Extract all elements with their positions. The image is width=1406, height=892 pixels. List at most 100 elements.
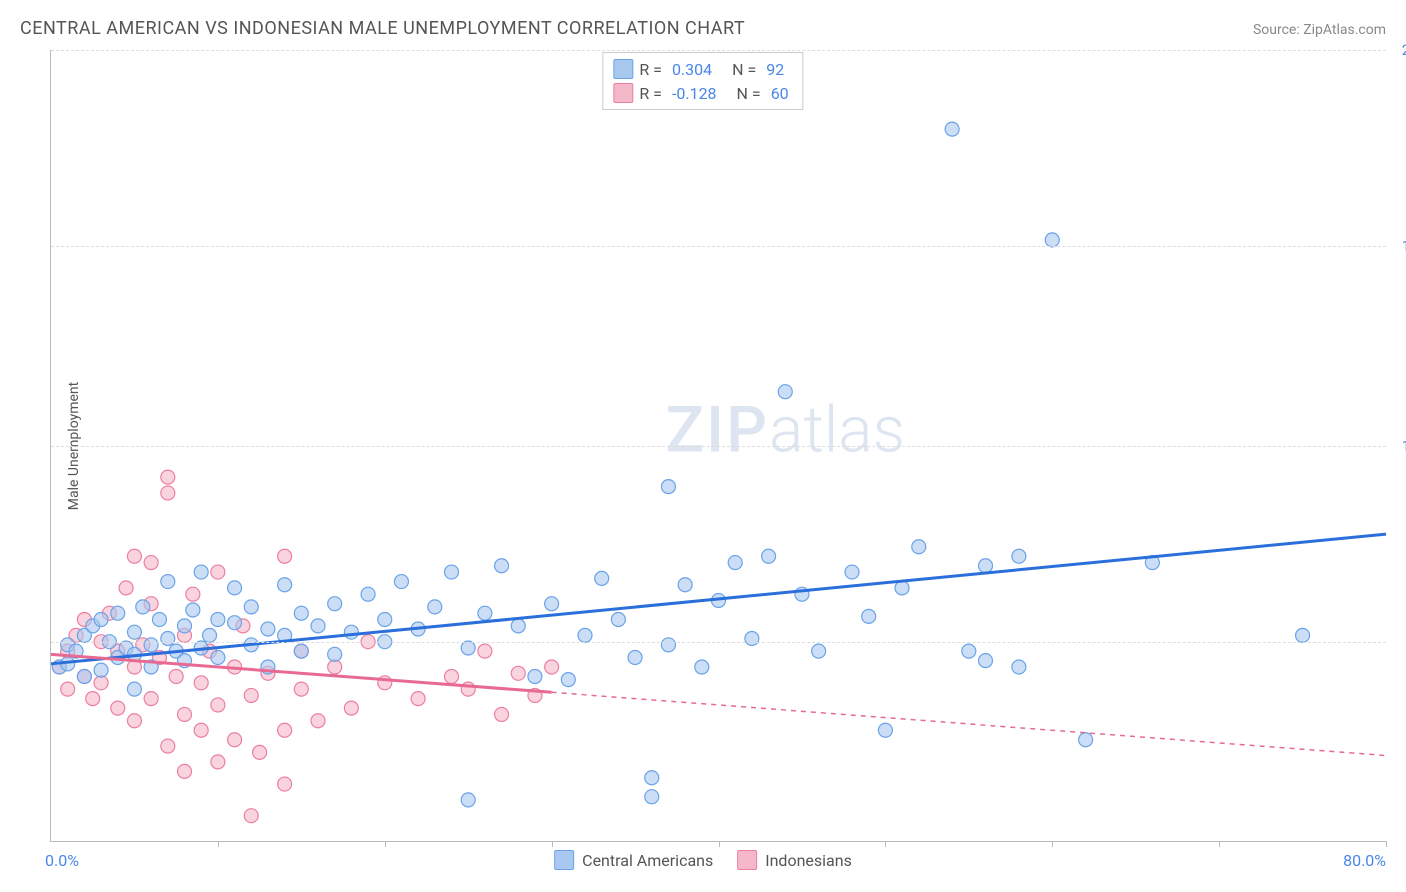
data-point — [1012, 660, 1026, 674]
data-point — [111, 606, 125, 620]
data-point — [127, 625, 141, 639]
swatch-series-2 — [613, 83, 633, 103]
data-point — [962, 644, 976, 658]
legend-item-2: Indonesians — [737, 850, 852, 870]
data-point — [979, 654, 993, 668]
scatter-plot-area: ZIPatlas 6.3%12.5%18.8%25.0% — [50, 50, 1386, 842]
data-point — [244, 809, 258, 823]
data-point — [77, 669, 91, 683]
data-point — [294, 644, 308, 658]
legend-label-2: Indonesians — [765, 851, 852, 870]
data-point — [211, 650, 225, 664]
gridline — [51, 246, 1386, 247]
data-point — [94, 613, 108, 627]
data-point — [169, 669, 183, 683]
data-point — [595, 571, 609, 585]
data-point — [328, 660, 342, 674]
data-point — [394, 575, 408, 589]
data-point — [194, 565, 208, 579]
data-point — [945, 122, 959, 136]
data-point — [661, 480, 675, 494]
x-tick — [552, 841, 553, 847]
data-point — [678, 578, 692, 592]
data-point — [311, 619, 325, 633]
data-point — [178, 707, 192, 721]
legend-row-series-1: R = 0.304 N = 92 — [613, 57, 792, 81]
y-tick-label: 25.0% — [1402, 41, 1406, 59]
data-point — [495, 707, 509, 721]
data-point — [495, 559, 509, 573]
data-point — [578, 628, 592, 642]
x-tick — [1219, 841, 1220, 847]
gridline — [51, 446, 1386, 447]
data-point — [178, 764, 192, 778]
data-point — [228, 733, 242, 747]
data-point — [528, 669, 542, 683]
data-point — [211, 755, 225, 769]
x-tick — [885, 841, 886, 847]
data-point — [194, 723, 208, 737]
data-point — [511, 619, 525, 633]
legend-label-1: Central Americans — [582, 851, 713, 870]
data-point — [127, 714, 141, 728]
legend-item-1: Central Americans — [554, 850, 713, 870]
x-axis-max-label: 80.0% — [1343, 851, 1386, 870]
data-point — [278, 777, 292, 791]
trend-line — [51, 534, 1386, 664]
data-point — [161, 632, 175, 646]
data-point — [127, 682, 141, 696]
data-point — [228, 616, 242, 630]
gridline — [51, 642, 1386, 643]
n-label-2: N = — [737, 84, 761, 103]
data-point — [136, 600, 150, 614]
data-point — [361, 587, 375, 601]
source-prefix: Source: — [1253, 22, 1303, 38]
data-point — [144, 638, 158, 652]
data-point — [878, 723, 892, 737]
chart-title: CENTRAL AMERICAN VS INDONESIAN MALE UNEM… — [20, 18, 745, 39]
data-point — [478, 644, 492, 658]
data-point — [728, 556, 742, 570]
data-point — [161, 739, 175, 753]
data-point — [912, 540, 926, 554]
data-point — [979, 559, 993, 573]
data-point — [294, 682, 308, 696]
legend-row-series-2: R = -0.128 N = 60 — [613, 81, 792, 105]
correlation-legend: R = 0.304 N = 92 R = -0.128 N = 60 — [602, 52, 803, 110]
data-point — [311, 714, 325, 728]
data-point — [1296, 628, 1310, 642]
n-value-2: 60 — [771, 84, 789, 103]
data-point — [561, 673, 575, 687]
data-point — [94, 676, 108, 690]
x-axis-min-label: 0.0% — [45, 851, 79, 870]
data-point — [178, 619, 192, 633]
r-label-2: R = — [639, 84, 662, 103]
data-point — [278, 723, 292, 737]
data-point — [278, 578, 292, 592]
data-point — [152, 613, 166, 627]
gridline — [51, 50, 1386, 51]
data-point — [261, 622, 275, 636]
data-point — [812, 644, 826, 658]
data-point — [119, 581, 133, 595]
data-point — [278, 549, 292, 563]
data-point — [161, 486, 175, 500]
r-value-2: -0.128 — [672, 84, 717, 103]
data-point — [161, 470, 175, 484]
data-point — [862, 609, 876, 623]
r-value-1: 0.304 — [672, 60, 712, 79]
source-name: ZipAtlas.com — [1303, 22, 1386, 38]
data-point — [161, 575, 175, 589]
data-point — [445, 565, 459, 579]
data-point — [244, 600, 258, 614]
data-point — [144, 692, 158, 706]
y-tick-label: 12.5% — [1402, 437, 1406, 455]
data-point — [144, 556, 158, 570]
data-point — [211, 565, 225, 579]
data-point — [294, 606, 308, 620]
r-label-1: R = — [639, 60, 662, 79]
data-point — [478, 606, 492, 620]
data-point — [1045, 233, 1059, 247]
data-point — [428, 600, 442, 614]
data-point — [845, 565, 859, 579]
